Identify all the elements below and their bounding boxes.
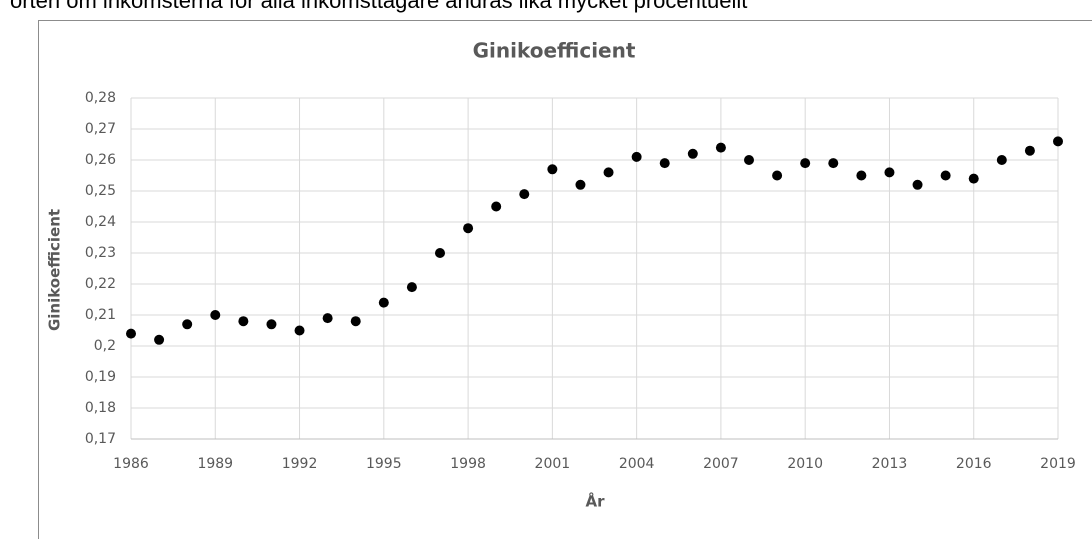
point xyxy=(519,189,530,200)
y-tick-label: 0,23 xyxy=(85,245,116,261)
point xyxy=(1024,145,1035,156)
point xyxy=(350,316,361,327)
y-tick-label: 0,17 xyxy=(85,431,116,447)
x-tick-label: 1992 xyxy=(282,456,318,472)
point xyxy=(996,155,1007,165)
x-tick-label: 1995 xyxy=(366,456,402,472)
point xyxy=(575,179,586,190)
point xyxy=(687,148,698,159)
y-tick-label: 0,21 xyxy=(85,307,116,323)
point xyxy=(603,167,614,178)
x-axis-title: År xyxy=(585,492,605,511)
point xyxy=(406,282,417,293)
point xyxy=(659,158,670,169)
point xyxy=(828,158,839,169)
point xyxy=(1053,136,1063,147)
x-tick-label: 2019 xyxy=(1040,456,1076,472)
point xyxy=(463,223,474,234)
point xyxy=(884,167,895,178)
point xyxy=(912,179,923,190)
y-tick-label: 0,18 xyxy=(85,400,116,416)
point xyxy=(547,164,558,175)
point xyxy=(154,334,165,345)
point xyxy=(210,310,221,320)
x-tick-label: 2007 xyxy=(703,456,739,472)
point xyxy=(631,151,642,162)
point xyxy=(378,297,389,308)
y-tick-label: 0,22 xyxy=(85,276,116,292)
x-tick-label: 2013 xyxy=(872,456,908,472)
y-tick-label: 0,19 xyxy=(85,369,116,385)
point xyxy=(182,319,193,330)
chart-frame xyxy=(38,20,1092,539)
point xyxy=(435,248,445,258)
point xyxy=(856,170,867,181)
point xyxy=(126,328,136,339)
point xyxy=(322,313,333,324)
point xyxy=(238,316,249,327)
chart-title: Ginikoefficient xyxy=(473,39,636,63)
y-tick-label: 0,2 xyxy=(94,338,116,354)
x-tick-label: 2001 xyxy=(535,456,571,472)
point xyxy=(772,170,783,181)
point xyxy=(968,173,979,184)
y-tick-label: 0,27 xyxy=(85,121,116,137)
point xyxy=(715,142,726,153)
x-tick-label: 1989 xyxy=(197,456,233,472)
x-tick-label: 1998 xyxy=(450,456,486,472)
y-tick-label: 0,26 xyxy=(85,152,116,168)
point xyxy=(940,170,951,181)
x-tick-label: 2004 xyxy=(619,456,655,472)
y-tick-label: 0,24 xyxy=(85,214,116,230)
point xyxy=(800,158,811,169)
x-tick-label: 2016 xyxy=(956,456,992,472)
point xyxy=(294,325,305,336)
point xyxy=(491,201,502,212)
point xyxy=(266,319,277,330)
y-tick-label: 0,25 xyxy=(85,183,116,199)
text-above: örten om inkomsterna för alla inkomsttag… xyxy=(10,0,747,13)
point xyxy=(744,155,754,165)
x-tick-label: 1986 xyxy=(113,456,149,472)
y-tick-label: 0,28 xyxy=(85,90,116,106)
x-tick-label: 2010 xyxy=(787,456,823,472)
y-axis-title: Ginikoefficient xyxy=(46,209,64,331)
